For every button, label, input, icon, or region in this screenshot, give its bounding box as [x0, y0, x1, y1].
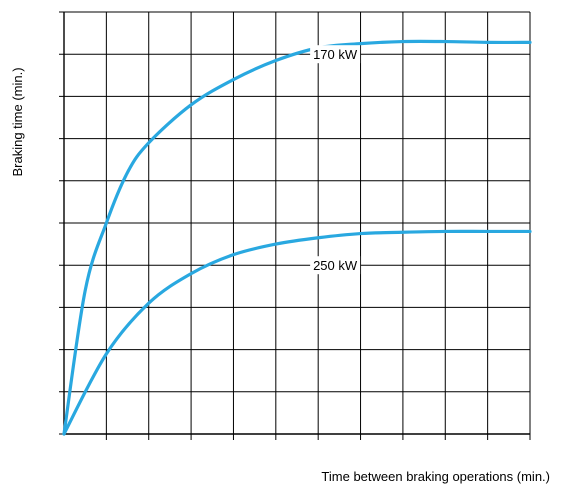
series-labels: 170 kW 250 kW: [310, 45, 361, 275]
series-label-bg: [310, 45, 361, 64]
series-label-170-kw: 170 kW: [313, 47, 358, 62]
series-line-250-kw: [62, 229, 532, 436]
grid: [59, 11, 531, 440]
series-lines: [62, 39, 532, 436]
series-label-250-kw: 250 kW: [313, 258, 358, 273]
series-line-170-kw: [62, 39, 532, 436]
series-label-bg: [310, 256, 361, 275]
y-axis-title: Braking time (min.): [10, 67, 25, 176]
x-axis-title: Time between braking operations (min.): [321, 469, 550, 484]
